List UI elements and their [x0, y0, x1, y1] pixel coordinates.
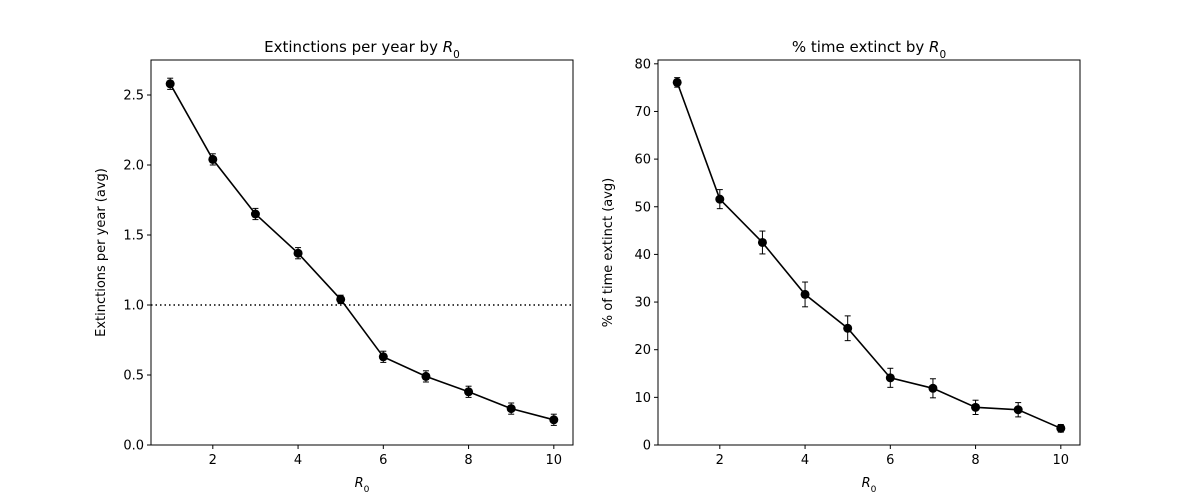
data-point — [928, 383, 938, 393]
series-line — [169, 83, 555, 421]
y-tick-label: 10 — [634, 391, 651, 406]
y-tick-label: 80 — [634, 57, 651, 72]
data-point — [672, 77, 682, 87]
x-tick-label: 10 — [1053, 453, 1070, 468]
y-tick-label: 70 — [634, 105, 651, 120]
data-point — [885, 373, 895, 383]
x-tick-label: 6 — [379, 453, 387, 468]
x-tick-label: 4 — [294, 453, 302, 468]
data-point — [464, 387, 474, 397]
y-tick-label: 20 — [634, 343, 651, 358]
y-axis-label: Extinctions per year (avg) — [94, 168, 109, 337]
chart-panel-2: 2 4 6 8 10 0 10 20 30 40 50 60 70 80 % time extinct by… — [601, 38, 1081, 495]
data-point — [549, 415, 559, 425]
data-point — [250, 209, 260, 219]
data-point — [336, 294, 346, 304]
data-point — [378, 352, 388, 362]
data-point — [971, 402, 981, 412]
chart-title: Extinctions per year by R0 — [264, 38, 460, 61]
chart-title: % time extinct by R0 — [792, 38, 946, 61]
data-point — [208, 154, 218, 164]
x-axis-label: R0 — [862, 476, 877, 495]
data-point — [421, 371, 431, 381]
y-tick-label: 0 — [643, 439, 651, 454]
data-point — [715, 194, 725, 204]
x-tick-label: 8 — [971, 453, 979, 468]
data-point — [293, 248, 303, 258]
axes-frame — [657, 59, 1081, 446]
y-tick-label: 40 — [634, 248, 651, 263]
x-tick-label: 6 — [886, 453, 894, 468]
y-tick-label: 2.0 — [123, 159, 144, 174]
data-point — [1013, 405, 1023, 415]
x-tick-label: 4 — [801, 453, 809, 468]
y-tick-label: 60 — [634, 153, 651, 168]
y-axis-label: % of time extinct (avg) — [601, 178, 616, 328]
data-point — [1056, 423, 1066, 433]
x-tick-label: 2 — [209, 453, 217, 468]
y-tick-label: 0.0 — [123, 439, 144, 454]
y-tick-label: 50 — [634, 200, 651, 215]
data-point — [843, 323, 853, 333]
data-point — [800, 289, 810, 299]
axes-frame — [150, 59, 574, 446]
y-tick-label: 1.0 — [123, 299, 144, 314]
y-tick-label: 0.5 — [123, 369, 144, 384]
x-tick-label: 2 — [716, 453, 724, 468]
x-axis-label: R0 — [355, 476, 370, 495]
y-tick-label: 2.5 — [123, 89, 144, 104]
data-point — [757, 237, 767, 247]
data-point — [506, 404, 516, 414]
data-point — [165, 79, 175, 89]
y-tick-label: 30 — [634, 296, 651, 311]
chart-panel-1: 2 4 6 8 10 0.0 0.5 1.0 1.5 2.0 2.5 Extinctions per … — [94, 38, 574, 495]
x-tick-label: 10 — [546, 453, 563, 468]
x-tick-label: 8 — [464, 453, 472, 468]
series-line — [676, 82, 1062, 430]
y-tick-label: 1.5 — [123, 229, 144, 244]
